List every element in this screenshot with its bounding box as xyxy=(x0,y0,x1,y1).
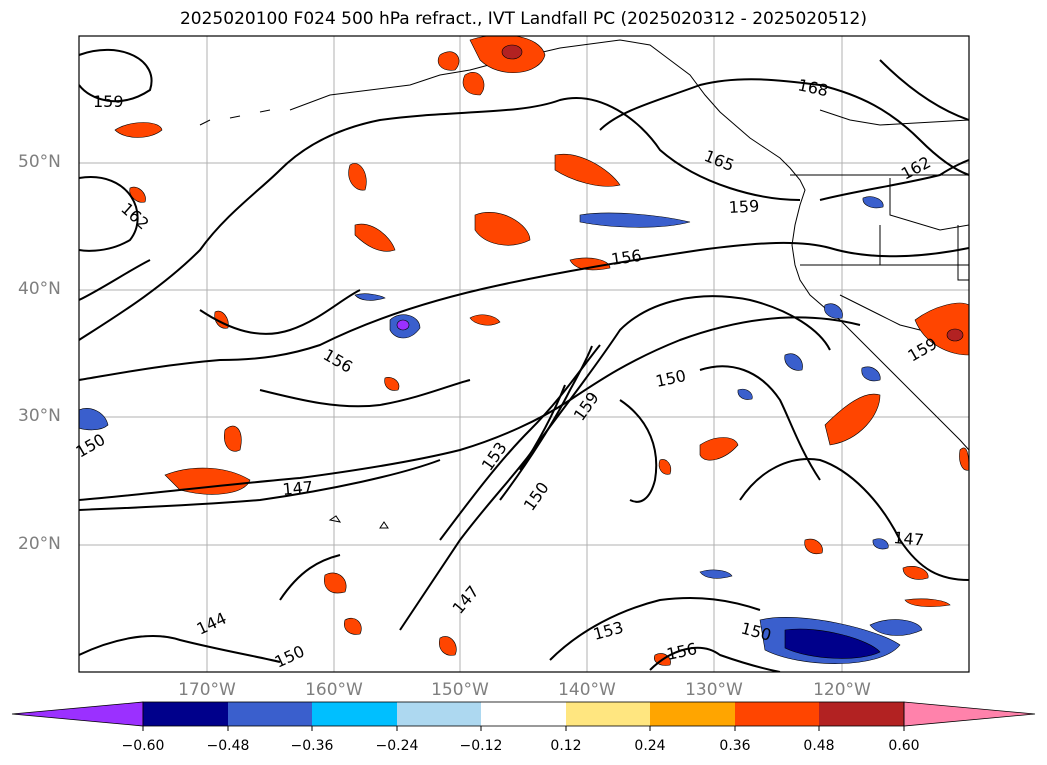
colorbar-max-extend xyxy=(903,701,1036,727)
colorbar xyxy=(11,701,1036,731)
colorbar-tick-label: −0.12 xyxy=(459,738,503,754)
colorbar-tick-label: −0.24 xyxy=(375,738,419,754)
ivt-positive-patches xyxy=(114,36,969,666)
colorbar-swatch xyxy=(312,702,397,726)
contour-label: 165 xyxy=(702,146,737,175)
contour-label: 150 xyxy=(73,430,109,462)
contour-label: 156 xyxy=(665,639,699,664)
colorbar-swatch xyxy=(819,702,904,726)
colorbar-tick-label: 0.48 xyxy=(803,738,835,754)
contour-label: 150 xyxy=(520,478,553,514)
colorbar-tick-label: 0.36 xyxy=(719,738,751,754)
lon-label: 140°W xyxy=(558,680,616,700)
contour-label: 153 xyxy=(478,438,511,474)
colorbar-swatch xyxy=(481,702,566,726)
contour-label: 156 xyxy=(610,246,643,269)
lon-label: 170°W xyxy=(178,680,236,700)
contour-label: 162 xyxy=(898,152,934,183)
colorbar-tick-label: 0.24 xyxy=(634,738,666,754)
map-title: 2025020100 F024 500 hPa refract., IVT La… xyxy=(179,9,867,29)
colorbar-swatch xyxy=(143,702,228,726)
colorbar-swatch xyxy=(397,702,481,726)
contour-label: 162 xyxy=(117,199,152,234)
contour-label: 147 xyxy=(449,582,483,618)
lat-label: 50°N xyxy=(18,152,61,172)
colorbar-tick-label: −0.48 xyxy=(206,738,250,754)
colorbar-swatch xyxy=(735,702,819,726)
colorbar-tick-label: −0.36 xyxy=(290,738,334,754)
coastlines xyxy=(199,39,969,529)
colorbar-tick-label: −0.60 xyxy=(121,738,165,754)
ivt-negative-patches xyxy=(79,196,923,664)
contour-label: 147 xyxy=(282,477,314,499)
colorbar-tick-label: 0.12 xyxy=(550,738,582,754)
contour-label: 159 xyxy=(728,196,759,217)
lon-label: 130°W xyxy=(685,680,743,700)
contour-label: 147 xyxy=(893,528,925,550)
contour-label: 156 xyxy=(320,345,356,377)
map-frame xyxy=(78,35,970,673)
colorbar-swatch xyxy=(650,702,735,726)
lat-label: 20°N xyxy=(18,534,61,554)
contour-label: 150 xyxy=(272,641,308,671)
contour-label: 153 xyxy=(591,618,625,644)
contour-label-layer: 159 168 165 162 162 159 156 156 150 159 … xyxy=(73,75,941,671)
contour-label: 168 xyxy=(796,75,830,100)
contour-label: 150 xyxy=(654,366,688,391)
colorbar-swatch xyxy=(566,702,650,726)
lat-label: 30°N xyxy=(18,406,61,426)
contour-label: 144 xyxy=(194,608,230,638)
colorbar-frame xyxy=(142,701,905,727)
contour-label: 159 xyxy=(93,92,124,111)
colorbar-swatch xyxy=(228,702,312,726)
lon-label: 160°W xyxy=(305,680,363,700)
lat-label: 40°N xyxy=(18,279,61,299)
refractivity-contours xyxy=(79,49,969,672)
colorbar-tick-label: 0.60 xyxy=(888,738,920,754)
lon-label: 150°W xyxy=(431,680,489,700)
lon-label: 120°W xyxy=(813,680,871,700)
colorbar-min-extend xyxy=(11,701,144,727)
graticule xyxy=(79,36,969,672)
